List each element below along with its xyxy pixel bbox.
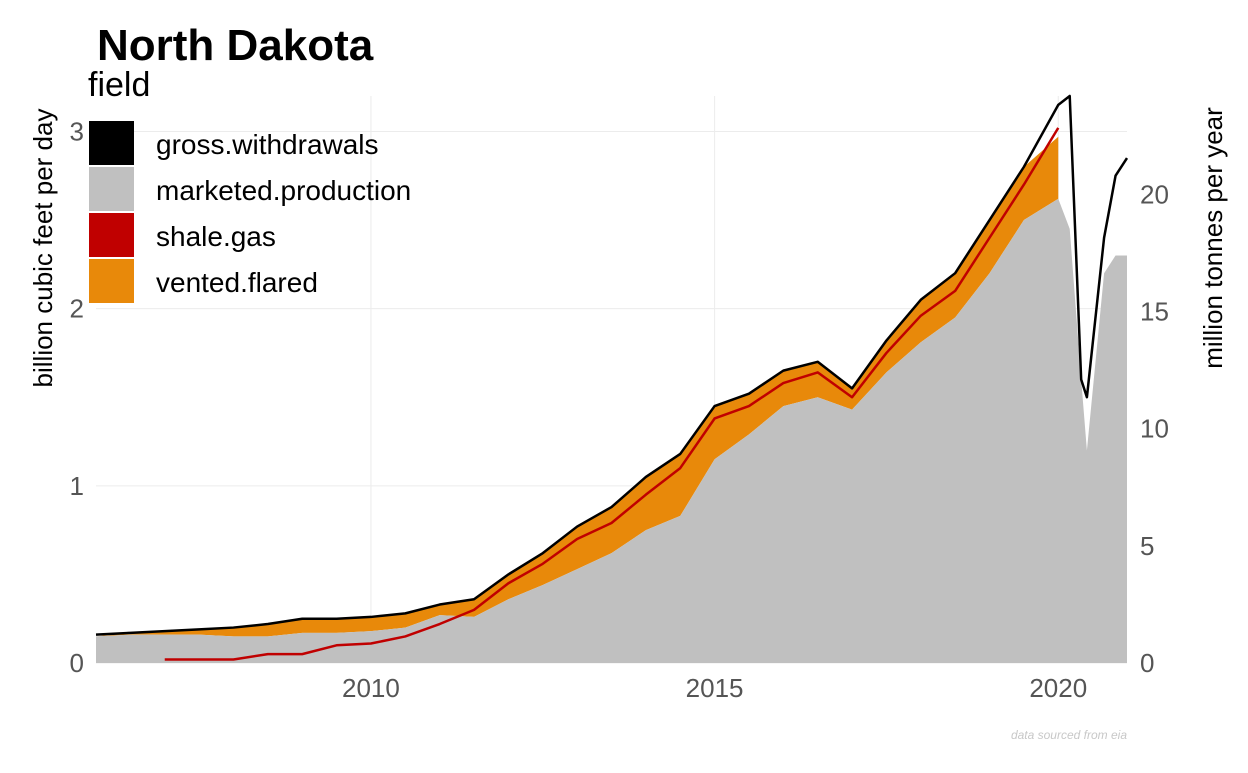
y-right-tick-label: 15 — [1140, 297, 1169, 327]
x-tick-label: 2020 — [1029, 673, 1087, 703]
y-right-tick-label: 20 — [1140, 179, 1169, 209]
gross-withdrawals-line — [95, 94, 1129, 636]
x-tick-label: 2010 — [342, 673, 400, 703]
chart-title: North Dakota — [97, 21, 374, 70]
legend-label-marketed-production: marketed.production — [156, 175, 411, 206]
y-tick-label: 2 — [70, 294, 84, 324]
data-source-caption: data sourced from eia — [1011, 728, 1127, 742]
legend-label-shale-gas: shale.gas — [156, 221, 276, 252]
legend-label-vented-flared: vented.flared — [156, 267, 318, 298]
legend-swatch-vented-flared — [89, 259, 134, 303]
y-right-tick-label: 10 — [1140, 414, 1169, 444]
x-tick-label: 2015 — [686, 673, 744, 703]
legend-title: field — [88, 66, 150, 104]
legend: gross.withdrawals marketed.production shal… — [89, 121, 411, 303]
y-right-tick-label: 5 — [1140, 531, 1154, 561]
plot-area — [95, 94, 1129, 664]
y-tick-label: 1 — [70, 471, 84, 501]
legend-swatch-shale-gas — [89, 213, 134, 257]
y-tick-label: 3 — [70, 116, 84, 146]
y-right-tick-label: 0 — [1140, 648, 1154, 678]
y-axis-label: billion cubic feet per day — [28, 109, 58, 388]
legend-label-gross-withdrawals: gross.withdrawals — [156, 129, 379, 160]
y-tick-label: 0 — [70, 648, 84, 678]
y-axis-right-label: million tonnes per year — [1198, 107, 1228, 369]
shale-gas-line — [164, 127, 1060, 661]
marketed-production-area — [96, 198, 1127, 664]
legend-swatch-marketed-production — [89, 167, 134, 211]
legend-swatch-gross-withdrawals — [89, 121, 134, 165]
vented-flared-area — [96, 136, 1059, 637]
